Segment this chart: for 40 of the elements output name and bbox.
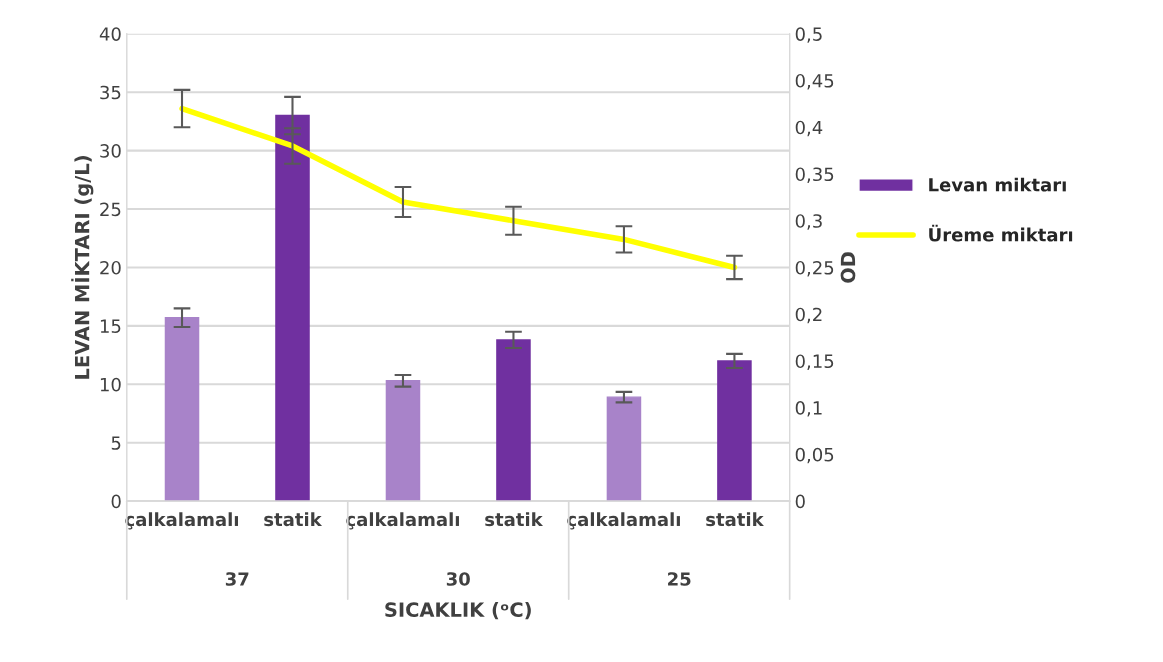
- x-tick-label: statik: [485, 512, 543, 527]
- y2-tick-label: 0,45: [795, 73, 834, 90]
- bar: [385, 380, 421, 502]
- bar: [496, 339, 531, 502]
- y-tick-label: 15: [100, 319, 121, 333]
- y-tick-label: 25: [100, 202, 121, 217]
- y2-tick-label: 0,4: [795, 120, 823, 137]
- x-tick-label: statik: [264, 512, 323, 527]
- x-tick-label: çalkalamalı: [567, 512, 680, 530]
- bar: [606, 396, 642, 502]
- x-axis-title: SICAKLIK (ᵒC): [385, 601, 531, 620]
- text: 37: [225, 572, 249, 586]
- y-axis-title: LEVAN MİKTARI (g/L): [71, 156, 94, 379]
- y-tick-label: 35: [100, 85, 121, 100]
- x-tick-label: çalkalamalı: [125, 512, 238, 530]
- y2-tick-label: 0,05: [795, 447, 834, 464]
- x-tick-label: çalkalamalı: [346, 512, 459, 530]
- bar: [164, 316, 200, 502]
- y2-tick-label: 0,35: [795, 167, 834, 183]
- y2-tick-label: 0,15: [795, 354, 834, 370]
- x-tick-label: statik: [706, 512, 764, 527]
- text: 25: [668, 572, 691, 586]
- bar: [717, 360, 752, 502]
- y-tick-label: 30: [100, 144, 121, 158]
- y-tick-label: 5: [111, 436, 121, 450]
- y2-tick-label: 0,5: [795, 27, 822, 43]
- legend-label: Üreme miktarı: [929, 224, 1073, 242]
- y-tick-label: 10: [100, 377, 121, 392]
- y2-axis-title: OD: [840, 252, 856, 283]
- y2-tick-label: 0,3: [795, 214, 822, 230]
- y2-tick-label: 0,25: [795, 260, 834, 277]
- y-tick-label: 0: [111, 494, 121, 509]
- y-tick-label: 40: [99, 27, 121, 41]
- y2-tick-label: 0,2: [795, 307, 822, 324]
- y2-tick-label: 0: [795, 494, 805, 509]
- legend-label: Levan miktarı: [929, 177, 1066, 192]
- y-tick-label: 20: [100, 260, 121, 275]
- bar: [275, 114, 310, 502]
- text: 30: [446, 572, 470, 586]
- y2-tick-label: 0,1: [795, 401, 822, 417]
